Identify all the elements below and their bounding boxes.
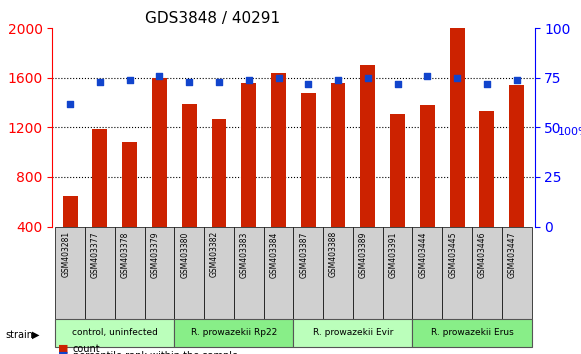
Text: GSM403391: GSM403391 <box>389 231 397 278</box>
Bar <box>92 129 107 276</box>
Text: percentile rank within the sample: percentile rank within the sample <box>73 351 238 354</box>
Point <box>185 79 194 85</box>
Point <box>66 101 75 107</box>
Text: R. prowazekii Erus: R. prowazekii Erus <box>431 328 514 337</box>
FancyBboxPatch shape <box>472 227 502 319</box>
Text: GSM403379: GSM403379 <box>150 231 159 278</box>
Point <box>453 75 462 81</box>
Point <box>125 77 134 83</box>
Bar <box>63 195 78 276</box>
Point <box>304 81 313 87</box>
Bar <box>301 93 315 276</box>
FancyBboxPatch shape <box>234 227 264 319</box>
Text: GSM403384: GSM403384 <box>270 231 278 278</box>
FancyBboxPatch shape <box>55 319 174 347</box>
Text: GSM403380: GSM403380 <box>180 231 189 278</box>
Text: GSM403377: GSM403377 <box>91 231 100 278</box>
Bar <box>360 65 375 276</box>
Bar <box>182 104 196 276</box>
Text: ■: ■ <box>58 344 69 354</box>
Point <box>95 79 105 85</box>
Bar <box>479 111 494 276</box>
FancyBboxPatch shape <box>55 227 85 319</box>
Point <box>512 77 521 83</box>
FancyBboxPatch shape <box>383 227 413 319</box>
Bar <box>509 85 524 276</box>
FancyBboxPatch shape <box>413 227 442 319</box>
Bar <box>390 114 405 276</box>
FancyBboxPatch shape <box>174 319 293 347</box>
Point <box>363 75 372 81</box>
Text: count: count <box>73 344 101 354</box>
Bar <box>331 83 346 276</box>
Text: control, uninfected: control, uninfected <box>72 328 157 337</box>
Bar <box>271 73 286 276</box>
Text: GSM403446: GSM403446 <box>478 231 487 278</box>
Text: GSM403387: GSM403387 <box>299 231 309 278</box>
Bar <box>152 78 167 276</box>
Text: GDS3848 / 40291: GDS3848 / 40291 <box>145 11 281 25</box>
Point <box>274 75 283 81</box>
Text: GSM403378: GSM403378 <box>121 231 130 278</box>
Bar <box>211 119 227 276</box>
Bar <box>420 105 435 276</box>
Bar <box>122 142 137 276</box>
Text: R. prowazekii Evir: R. prowazekii Evir <box>313 328 393 337</box>
Bar <box>241 83 256 276</box>
FancyBboxPatch shape <box>145 227 174 319</box>
FancyBboxPatch shape <box>204 227 234 319</box>
FancyBboxPatch shape <box>442 227 472 319</box>
Text: R. prowazekii Rp22: R. prowazekii Rp22 <box>191 328 277 337</box>
FancyBboxPatch shape <box>413 319 532 347</box>
Text: GSM403388: GSM403388 <box>329 231 338 278</box>
Text: ▶: ▶ <box>32 330 40 339</box>
Text: GSM403445: GSM403445 <box>448 231 457 278</box>
FancyBboxPatch shape <box>323 227 353 319</box>
Point <box>244 77 253 83</box>
FancyBboxPatch shape <box>293 227 323 319</box>
Point <box>482 81 492 87</box>
Point <box>393 81 402 87</box>
FancyBboxPatch shape <box>502 227 532 319</box>
Text: ■: ■ <box>58 351 69 354</box>
Text: GSM403281: GSM403281 <box>61 231 70 277</box>
FancyBboxPatch shape <box>293 319 413 347</box>
FancyBboxPatch shape <box>353 227 383 319</box>
Text: strain: strain <box>6 330 34 339</box>
Text: GSM403447: GSM403447 <box>508 231 517 278</box>
FancyBboxPatch shape <box>264 227 293 319</box>
Point <box>333 77 343 83</box>
FancyBboxPatch shape <box>115 227 145 319</box>
Point <box>423 73 432 79</box>
Text: GSM403383: GSM403383 <box>240 231 249 278</box>
Text: GSM403444: GSM403444 <box>418 231 428 278</box>
Text: GSM403382: GSM403382 <box>210 231 219 278</box>
Point <box>155 73 164 79</box>
Text: GSM403389: GSM403389 <box>359 231 368 278</box>
Bar <box>450 28 465 276</box>
FancyBboxPatch shape <box>174 227 204 319</box>
Point <box>214 79 224 85</box>
FancyBboxPatch shape <box>85 227 115 319</box>
Y-axis label: 100%: 100% <box>558 127 581 137</box>
